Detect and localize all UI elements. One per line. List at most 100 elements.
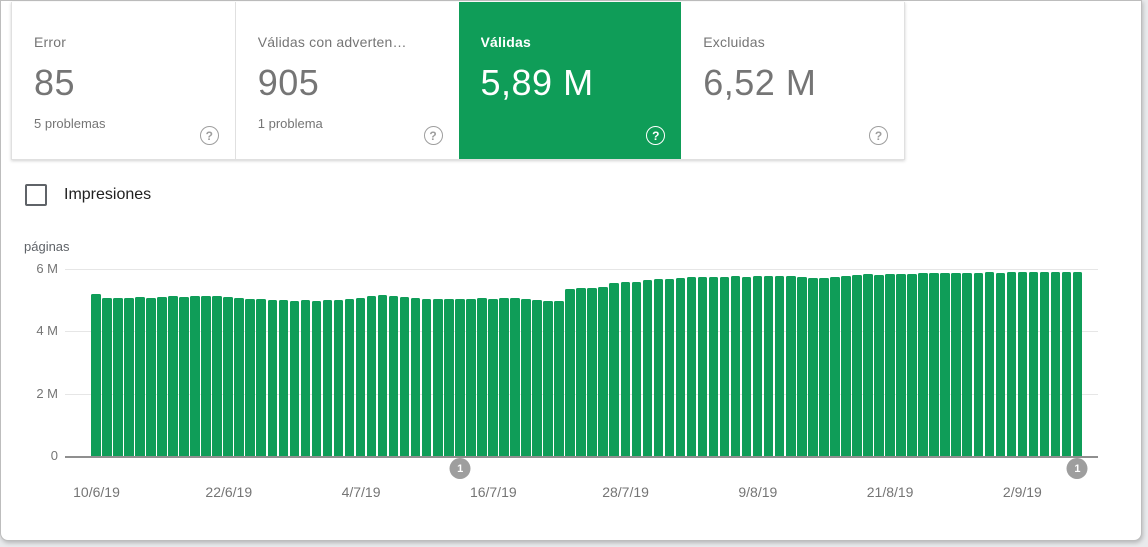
help-icon[interactable]: ?: [199, 126, 219, 145]
bar[interactable]: [598, 287, 608, 456]
issue-marker[interactable]: 1: [1066, 458, 1088, 479]
bar[interactable]: [973, 272, 984, 456]
bar[interactable]: [885, 274, 895, 456]
bar[interactable]: [929, 273, 939, 456]
bar[interactable]: [797, 277, 807, 456]
bar[interactable]: [830, 277, 840, 456]
bar[interactable]: [576, 288, 586, 456]
bar[interactable]: [223, 296, 233, 456]
bar[interactable]: [785, 275, 796, 456]
bar[interactable]: [1028, 272, 1039, 456]
card-excluded[interactable]: Excluidas 6,52 M ?: [681, 2, 904, 159]
bar[interactable]: [444, 299, 454, 456]
bar[interactable]: [190, 295, 200, 456]
bar[interactable]: [388, 295, 399, 456]
bar[interactable]: [863, 274, 873, 456]
bar[interactable]: [311, 301, 322, 456]
bar[interactable]: [774, 276, 785, 456]
bar[interactable]: [157, 296, 167, 456]
bar[interactable]: [741, 276, 752, 456]
bar[interactable]: [609, 282, 619, 456]
bar[interactable]: [499, 298, 509, 456]
bar[interactable]: [719, 277, 730, 456]
bar[interactable]: [410, 298, 421, 456]
card-valid-with-warnings[interactable]: Válidas con adverten… 905 1 problema ?: [234, 2, 459, 159]
bar[interactable]: [874, 274, 884, 456]
bar[interactable]: [300, 300, 311, 456]
bar[interactable]: [521, 298, 531, 456]
bar[interactable]: [256, 299, 266, 456]
bar[interactable]: [267, 299, 278, 456]
bar[interactable]: [1006, 272, 1017, 456]
bar[interactable]: [808, 278, 818, 456]
bar[interactable]: [344, 298, 355, 456]
bar[interactable]: [355, 297, 366, 456]
bar[interactable]: [819, 277, 829, 456]
bar[interactable]: [366, 296, 377, 456]
help-icon[interactable]: ?: [423, 126, 443, 145]
issue-marker[interactable]: 1: [449, 458, 471, 479]
bar[interactable]: [675, 277, 686, 456]
bar[interactable]: [543, 301, 553, 456]
bar[interactable]: [421, 298, 432, 456]
impressions-checkbox[interactable]: [25, 184, 47, 206]
bar[interactable]: [510, 298, 520, 456]
bar[interactable]: [1017, 272, 1028, 456]
bar[interactable]: [234, 298, 244, 456]
bar[interactable]: [322, 300, 333, 456]
card-valid[interactable]: Válidas 5,89 M ?: [458, 2, 682, 159]
bar[interactable]: [488, 298, 498, 456]
bar[interactable]: [1039, 272, 1050, 456]
bar[interactable]: [201, 295, 211, 456]
bar[interactable]: [278, 300, 289, 456]
bar[interactable]: [135, 297, 145, 456]
bar[interactable]: [730, 276, 741, 456]
bar[interactable]: [289, 300, 300, 456]
bar[interactable]: [477, 298, 487, 456]
bar[interactable]: [984, 272, 995, 456]
bar[interactable]: [918, 273, 928, 456]
bar[interactable]: [455, 298, 465, 456]
bar[interactable]: [565, 288, 575, 456]
bar[interactable]: [763, 276, 774, 456]
bar[interactable]: [962, 273, 972, 456]
bar[interactable]: [91, 294, 101, 456]
bar[interactable]: [587, 287, 597, 456]
bar[interactable]: [907, 274, 917, 456]
card-error[interactable]: Error 85 5 problemas ?: [12, 2, 235, 159]
bar[interactable]: [852, 274, 862, 456]
bar[interactable]: [212, 296, 222, 456]
bar[interactable]: [168, 296, 178, 456]
bar[interactable]: [841, 275, 851, 456]
bar[interactable]: [642, 279, 653, 456]
bar[interactable]: [532, 300, 542, 456]
bar[interactable]: [179, 297, 189, 456]
bar[interactable]: [554, 301, 564, 456]
bar[interactable]: [940, 273, 950, 456]
bar[interactable]: [708, 276, 719, 456]
bar[interactable]: [333, 299, 344, 456]
help-icon[interactable]: ?: [646, 126, 666, 145]
bar[interactable]: [686, 277, 697, 456]
bar[interactable]: [146, 297, 156, 456]
bar[interactable]: [399, 297, 410, 456]
bar[interactable]: [377, 295, 388, 456]
bar[interactable]: [620, 282, 631, 456]
bar[interactable]: [102, 298, 112, 456]
bar[interactable]: [245, 298, 255, 456]
bar[interactable]: [896, 273, 906, 456]
bar[interactable]: [432, 298, 443, 456]
bar[interactable]: [995, 272, 1006, 456]
bar[interactable]: [664, 278, 675, 456]
bar[interactable]: [1050, 272, 1061, 456]
bar[interactable]: [124, 298, 134, 456]
bar[interactable]: [1072, 272, 1083, 456]
bar[interactable]: [466, 298, 476, 456]
bar[interactable]: [631, 282, 642, 456]
bar[interactable]: [697, 277, 708, 456]
help-icon[interactable]: ?: [869, 126, 888, 145]
impressions-toggle[interactable]: Impresiones: [25, 184, 151, 206]
bar[interactable]: [653, 279, 664, 456]
bar[interactable]: [752, 276, 763, 456]
bar[interactable]: [1061, 272, 1072, 456]
